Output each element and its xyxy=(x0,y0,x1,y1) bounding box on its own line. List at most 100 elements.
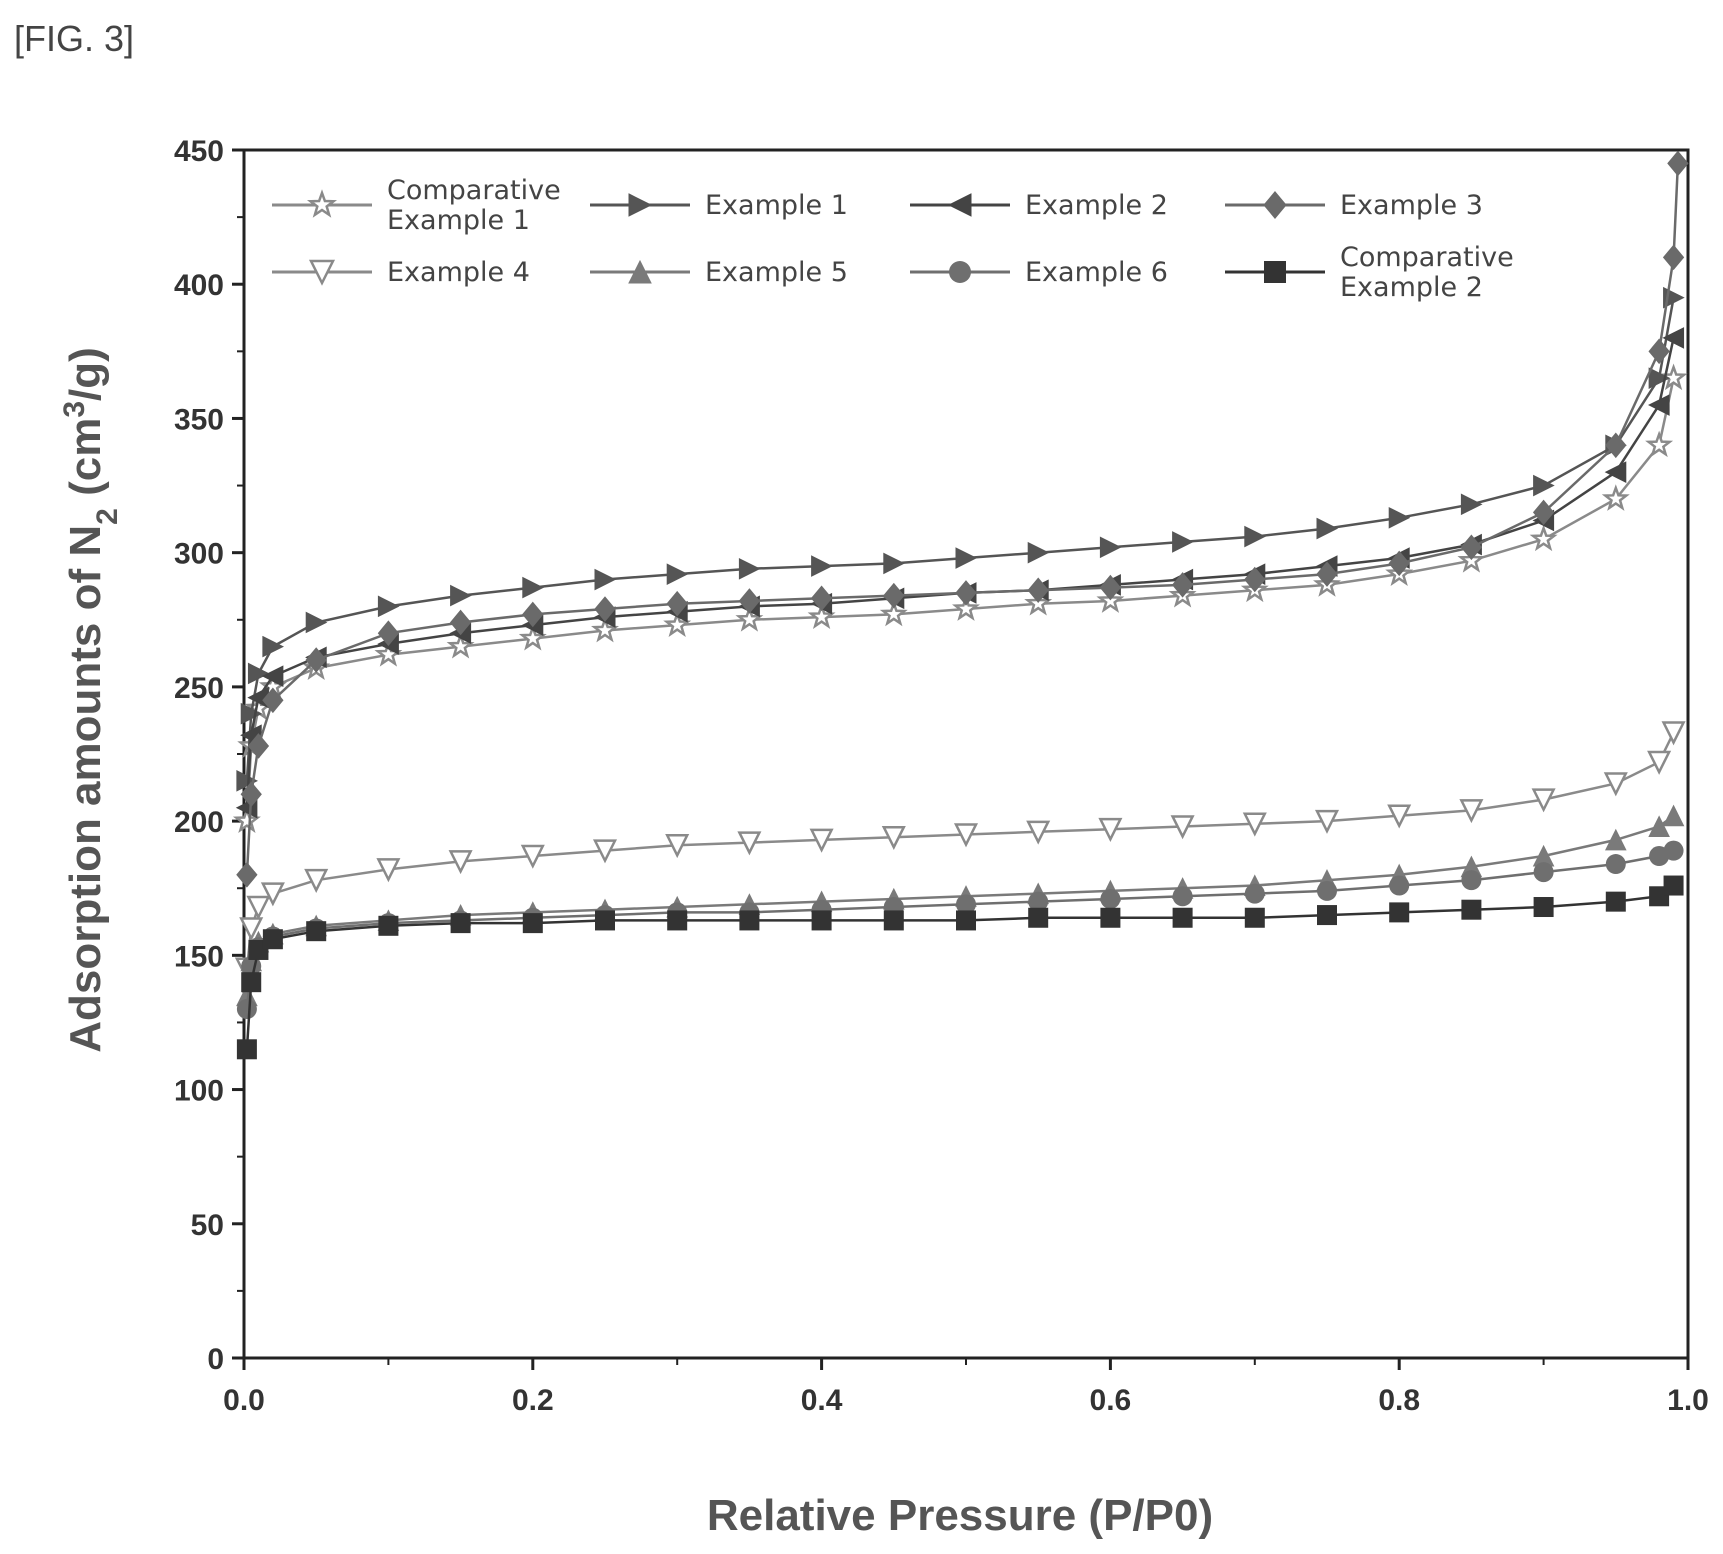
data-point xyxy=(1648,815,1670,837)
legend-item: Example 6 xyxy=(910,257,1168,288)
data-point xyxy=(667,910,688,931)
data-point xyxy=(810,585,833,612)
legend-label-line: Comparative xyxy=(387,175,561,206)
x-tick-label: 0.4 xyxy=(801,1384,843,1417)
data-point xyxy=(240,702,263,725)
data-point xyxy=(1461,899,1482,920)
legend-marker xyxy=(628,259,652,284)
data-point xyxy=(518,623,547,651)
data-point xyxy=(246,895,271,920)
data-point xyxy=(739,910,760,931)
legend-label-line: Example 2 xyxy=(1025,190,1168,221)
data-point xyxy=(262,687,284,714)
data-point xyxy=(247,733,270,759)
y-tick-label: 100 xyxy=(174,1075,224,1108)
data-point xyxy=(1460,534,1483,561)
data-point xyxy=(666,590,688,617)
data-point xyxy=(1099,574,1122,601)
legend-label: Example 6 xyxy=(1025,257,1168,288)
data-point xyxy=(448,850,473,875)
legend-marker xyxy=(306,189,338,218)
data-point xyxy=(1388,506,1411,529)
x-tick-label: 0.2 xyxy=(512,1384,554,1417)
legend-marker xyxy=(949,261,971,283)
data-point xyxy=(1460,493,1483,516)
data-point xyxy=(1314,809,1340,834)
data-point xyxy=(807,602,836,629)
data-point xyxy=(956,910,976,931)
data-point xyxy=(305,611,328,634)
y-tick-label: 400 xyxy=(174,269,224,302)
y-tick-label: 450 xyxy=(174,135,224,168)
data-point xyxy=(1172,907,1193,928)
data-point xyxy=(1603,772,1628,797)
data-point xyxy=(1663,840,1684,861)
data-point xyxy=(378,915,399,936)
y-axis-label-pre: Adsorption amounts of N xyxy=(61,525,110,1053)
data-point xyxy=(665,834,690,859)
y-tick-label: 150 xyxy=(174,940,224,973)
data-point xyxy=(240,781,262,808)
data-point xyxy=(449,609,472,636)
data-point xyxy=(1026,820,1051,845)
data-point xyxy=(305,647,327,673)
series-line xyxy=(245,163,1680,875)
data-point xyxy=(1172,886,1193,907)
data-point xyxy=(1242,812,1267,837)
data-point xyxy=(1389,902,1410,923)
data-point xyxy=(236,1039,257,1060)
legend-label: Example 5 xyxy=(705,257,848,288)
data-point xyxy=(236,770,259,792)
data-point xyxy=(1244,566,1266,593)
data-point xyxy=(1461,870,1482,891)
data-point xyxy=(952,594,980,621)
legend-label: Comparative Example 2 xyxy=(1340,242,1514,303)
data-point xyxy=(239,917,264,942)
data-point xyxy=(883,552,905,575)
legend-marker xyxy=(1264,261,1286,283)
legend-label-line: Example 6 xyxy=(1025,257,1168,288)
series-example-4 xyxy=(234,721,1686,982)
data-point xyxy=(236,999,257,1020)
data-point xyxy=(1028,907,1049,928)
data-point xyxy=(595,910,615,931)
data-point xyxy=(1662,804,1685,827)
data-point xyxy=(879,599,908,627)
data-point xyxy=(1647,750,1672,775)
data-point xyxy=(1529,524,1558,552)
data-point xyxy=(955,580,977,606)
data-point xyxy=(809,828,834,853)
data-point xyxy=(1316,561,1338,587)
data-point xyxy=(1099,536,1122,559)
data-point xyxy=(520,844,545,869)
legend-item: Example 4 xyxy=(272,257,530,288)
data-point xyxy=(247,662,270,685)
data-point xyxy=(883,582,905,609)
data-point xyxy=(1648,338,1670,365)
y-tick-label: 200 xyxy=(174,806,224,839)
legend-label-line: Example 1 xyxy=(705,190,848,221)
data-point xyxy=(1533,897,1554,918)
data-point xyxy=(663,610,692,638)
legend-item: Comparative Example 2 xyxy=(1225,242,1514,303)
legend-label: Example 4 xyxy=(387,257,530,288)
data-point xyxy=(522,576,544,599)
y-tick-label: 350 xyxy=(174,403,224,436)
y-axis-label-mid: (cm xyxy=(61,418,110,508)
data-point xyxy=(1244,907,1265,928)
data-point xyxy=(262,929,283,950)
data-point xyxy=(1648,367,1671,389)
data-point xyxy=(1028,891,1049,912)
y-tick-label: 300 xyxy=(174,538,224,571)
data-point xyxy=(260,882,285,907)
x-tick-label: 1.0 xyxy=(1667,1384,1709,1417)
legend-label: Comparative Example 1 xyxy=(387,175,561,236)
series-example-2 xyxy=(235,327,1685,819)
data-point xyxy=(956,894,976,915)
data-point xyxy=(1172,531,1194,553)
data-point xyxy=(811,555,833,577)
data-point xyxy=(592,839,618,864)
data-point xyxy=(1605,432,1627,459)
data-point xyxy=(1170,815,1195,840)
legend-marker xyxy=(1263,191,1287,219)
